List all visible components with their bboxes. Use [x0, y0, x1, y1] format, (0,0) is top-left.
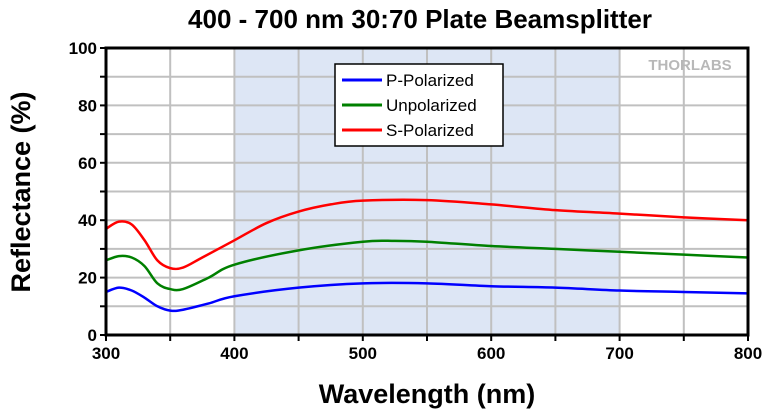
x-axis-label: Wavelength (nm) [319, 379, 536, 409]
x-tick-label: 700 [605, 344, 633, 363]
plot-area: THORLABS 300 400 500 600 700 800 0 20 40 60 80 100 P-… [69, 39, 763, 363]
y-axis-label: Reflectance (%) [6, 91, 36, 292]
x-tick-label: 800 [734, 344, 762, 363]
series-line-s-polarized [105, 198, 749, 271]
legend-label: Unpolarized [386, 96, 477, 115]
series-line-unpolarized [105, 239, 749, 292]
y-tick-label: 0 [88, 326, 97, 345]
x-tick-label: 600 [477, 344, 505, 363]
thorlabs-logo: THORLABS [648, 57, 731, 74]
y-tick-label: 40 [78, 211, 97, 230]
legend: P-Polarized Unpolarized S-Polarized [334, 63, 504, 147]
legend-label: S-Polarized [386, 121, 474, 140]
series-line-p-polarized [105, 281, 749, 313]
x-tick-label: 300 [92, 344, 120, 363]
chart-title: 400 - 700 nm 30:70 Plate Beamsplitter [188, 4, 652, 34]
y-tick-label: 80 [78, 96, 97, 115]
x-tick-label: 500 [349, 344, 377, 363]
y-tick-label: 60 [78, 154, 97, 173]
x-tick-label: 400 [220, 344, 248, 363]
legend-label: P-Polarized [386, 71, 474, 90]
y-tick-label: 100 [69, 39, 97, 58]
y-tick-label: 20 [78, 269, 97, 288]
